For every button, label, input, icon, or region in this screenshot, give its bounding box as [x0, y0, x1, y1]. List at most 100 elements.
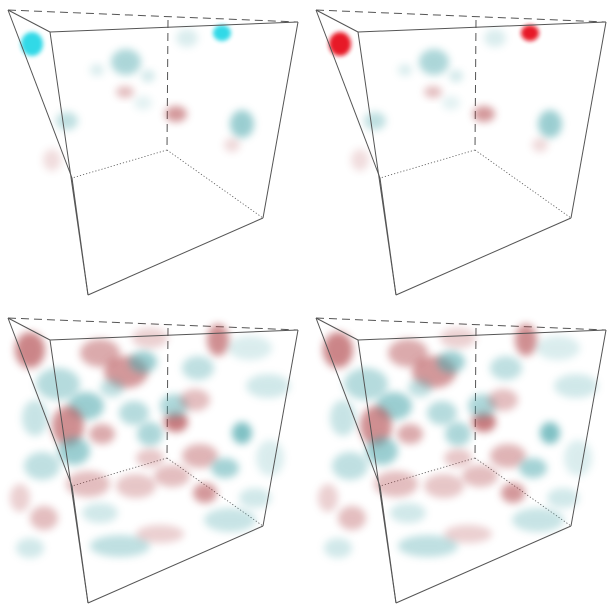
density-blobs [10, 324, 290, 558]
density-blob-red [351, 149, 369, 171]
density-blob-teal [398, 535, 458, 557]
density-blob-red [193, 483, 217, 503]
density-blob-teal [256, 440, 284, 476]
density-blob-red [132, 328, 168, 348]
cube-edge-right [262, 329, 299, 527]
density-blob-teal [100, 379, 124, 397]
density-blob-red [473, 106, 495, 122]
density-blob-teal [564, 440, 592, 476]
density-blob-teal [398, 64, 412, 76]
cube-edge-back-vertical [474, 327, 477, 459]
density-blob-teal [437, 351, 465, 373]
density-blob-teal [442, 96, 460, 110]
density-blob-red [66, 471, 110, 497]
density-blob-teal [427, 401, 457, 425]
density-blob-red [424, 474, 464, 498]
density-blob-red [182, 444, 218, 468]
density-blob-red [515, 324, 537, 356]
density-blob-red [440, 328, 476, 348]
density-blob-teal [484, 29, 506, 47]
density-blob-red [136, 449, 164, 467]
density-blob-red [224, 138, 240, 152]
cube-edge-top-left [315, 317, 359, 341]
cube-edge-back-vertical [166, 327, 169, 459]
density-blob-teal [547, 488, 579, 508]
density-blob-teal [332, 452, 368, 480]
density-blobs [329, 25, 562, 171]
density-blob-red [136, 525, 184, 543]
density-blob-red [207, 324, 229, 356]
density-blob-teal [246, 374, 290, 398]
cube-edge-bottom-front [87, 525, 264, 604]
density-blob-red [488, 389, 518, 411]
cube-edge-top-front [49, 329, 299, 341]
density-blob-teal [239, 488, 271, 508]
cube-edge-top-front [49, 21, 299, 33]
cube-edge-top-front [357, 21, 607, 33]
cube-edge-top-left [7, 9, 51, 33]
density-blobs [21, 25, 254, 171]
volume-render [0, 0, 307, 307]
density-blob-red [444, 449, 472, 467]
density-blob-red [52, 406, 84, 446]
density-blob-red [89, 424, 115, 444]
density-blob-teal [119, 401, 149, 425]
cube-edge-left [315, 9, 381, 179]
density-blob-teal [141, 70, 155, 82]
density-blob-teal [390, 503, 426, 523]
density-blob-teal [330, 400, 356, 436]
density-blob-teal [228, 336, 272, 360]
cube-edge-left [7, 9, 73, 179]
density-blob-teal [324, 538, 352, 558]
density-blob-teal [134, 96, 152, 110]
density-blob-teal [16, 538, 44, 558]
density-blob-red [501, 483, 525, 503]
density-blob-red [397, 424, 423, 444]
volume-panel-top-right [308, 0, 615, 307]
density-blobs [318, 324, 598, 558]
volume-panel-bottom-left [0, 308, 307, 615]
density-blob-teal [554, 374, 598, 398]
density-blob-teal [538, 110, 562, 138]
density-blob-teal [137, 422, 163, 446]
density-blob-teal [540, 422, 560, 444]
density-blob-teal [364, 112, 386, 130]
volume-panel-bottom-right [308, 308, 615, 615]
density-blob-red [424, 86, 442, 98]
cube-edge-back-top [315, 317, 607, 331]
cube-edge-back-vertical [166, 19, 169, 151]
volume-render [308, 308, 615, 615]
density-blob-strong [213, 25, 231, 41]
density-blob-teal [204, 508, 256, 532]
density-blob-red [10, 484, 30, 512]
density-blob-strong [329, 32, 351, 56]
density-blob-teal [449, 70, 463, 82]
cube-edge-top-left [315, 9, 359, 33]
cube-edge-bottom-front [87, 217, 264, 296]
density-blob-teal [419, 49, 449, 75]
density-blob-red [444, 525, 492, 543]
cube-edge-back-vertical [474, 19, 477, 151]
density-blob-red [154, 465, 190, 487]
density-blob-red [532, 138, 548, 152]
density-blob-teal [22, 400, 48, 436]
density-blob-red [318, 484, 338, 512]
cube-edge-bottom-left [71, 177, 89, 296]
density-blob-teal [445, 422, 471, 446]
cube-edge-top-left [7, 317, 51, 341]
density-blob-red [43, 149, 61, 171]
cube-edge-bottom-left [379, 485, 397, 604]
density-blob-teal [36, 368, 80, 400]
density-blob-teal [182, 356, 214, 380]
cube-edge-back-bottom-right [474, 149, 572, 219]
cube-edge-back-bottom-left [379, 149, 476, 179]
density-blob-teal [90, 64, 104, 76]
density-blob-teal [344, 368, 388, 400]
cube-edge-right [570, 329, 607, 527]
cube-edge-back-top [315, 9, 607, 23]
density-blob-teal [129, 351, 157, 373]
density-blob-red [462, 465, 498, 487]
density-blob-red [323, 332, 353, 368]
density-blob-red [116, 86, 134, 98]
